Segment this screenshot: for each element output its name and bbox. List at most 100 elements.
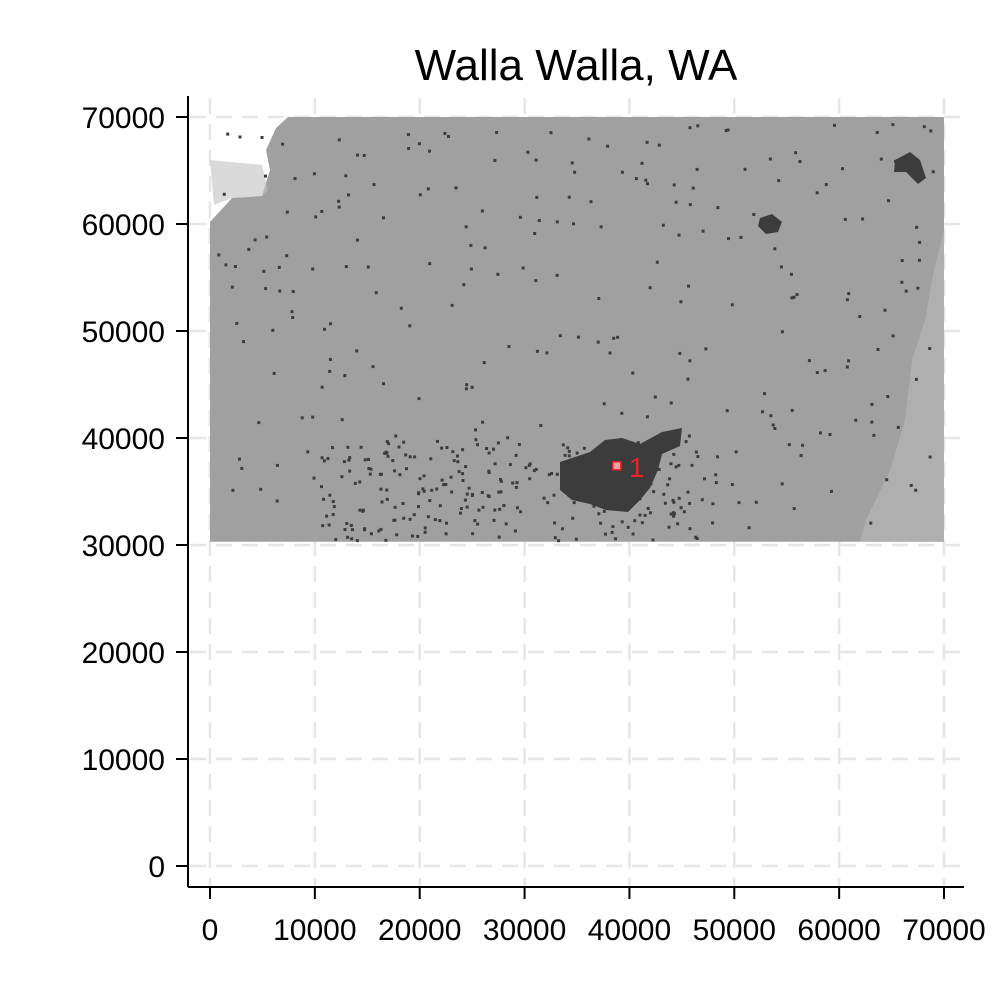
developed-pixel	[870, 420, 874, 424]
developed-pixel	[549, 131, 553, 135]
developed-pixel	[602, 402, 606, 406]
developed-pixel	[402, 440, 406, 444]
developed-pixel	[597, 512, 601, 516]
y-tick-label: 60000	[82, 209, 165, 242]
developed-pixel	[573, 170, 577, 174]
developed-pixel	[763, 392, 766, 396]
developed-pixel	[679, 300, 683, 304]
developed-pixel	[348, 456, 352, 460]
developed-pixel	[622, 485, 626, 489]
developed-pixel	[487, 471, 491, 475]
y-tick-label: 40000	[82, 423, 165, 456]
developed-pixel	[380, 500, 384, 504]
developed-pixel	[326, 457, 330, 461]
y-tick-label: 0	[148, 851, 165, 884]
developed-pixel	[384, 538, 388, 542]
developed-pixel	[648, 286, 652, 290]
developed-pixel	[601, 493, 605, 497]
developed-pixel	[875, 130, 879, 134]
developed-pixel	[672, 511, 675, 515]
developed-pixel	[576, 335, 580, 339]
developed-pixel	[688, 359, 692, 363]
developed-pixel	[669, 462, 673, 466]
developed-pixel	[861, 217, 865, 221]
developed-pixel	[426, 515, 430, 519]
developed-pixel	[379, 527, 383, 531]
developed-pixel	[291, 316, 295, 319]
developed-pixel	[418, 477, 422, 481]
developed-pixel	[790, 272, 793, 276]
developed-pixel	[277, 265, 281, 269]
developed-pixel	[320, 210, 324, 213]
developed-pixel	[645, 415, 649, 419]
developed-pixel	[694, 450, 698, 454]
developed-pixel	[385, 440, 389, 444]
developed-pixel	[355, 349, 359, 353]
developed-pixel	[463, 498, 467, 502]
developed-pixel	[217, 253, 221, 257]
developed-pixel	[815, 191, 819, 195]
developed-pixel	[730, 483, 734, 486]
developed-pixel	[281, 142, 285, 146]
developed-pixel	[570, 161, 574, 165]
developed-pixel	[443, 131, 447, 135]
developed-pixel	[348, 469, 352, 473]
developed-pixel	[646, 506, 650, 510]
developed-pixel	[539, 424, 543, 427]
developed-pixel	[649, 511, 652, 515]
developed-pixel	[546, 501, 550, 505]
developed-pixel	[314, 215, 318, 219]
developed-pixel	[597, 297, 601, 300]
developed-pixel	[557, 539, 561, 543]
developed-pixel	[328, 493, 332, 497]
developed-pixel	[567, 494, 571, 498]
developed-pixel	[473, 519, 477, 523]
developed-pixel	[725, 409, 729, 413]
developed-pixel	[794, 151, 798, 155]
developed-pixel	[293, 177, 297, 181]
developed-pixel	[511, 481, 515, 485]
developed-pixel	[676, 522, 680, 526]
developed-pixel	[830, 489, 833, 493]
developed-pixel	[408, 455, 412, 459]
developed-pixel	[587, 475, 591, 479]
developed-pixel	[711, 521, 714, 525]
developed-pixel	[787, 443, 791, 447]
developed-pixel	[321, 524, 325, 528]
developed-pixel	[572, 222, 575, 226]
developed-pixel	[467, 486, 471, 490]
developed-pixel	[247, 247, 251, 251]
developed-pixel	[231, 488, 235, 492]
developed-pixel	[521, 266, 525, 270]
developed-pixel	[566, 483, 570, 487]
developed-pixel	[418, 193, 422, 197]
developed-pixel	[603, 471, 607, 475]
developed-pixel	[823, 369, 827, 373]
developed-pixel	[417, 142, 421, 146]
developed-pixel	[691, 186, 695, 190]
developed-pixel	[616, 470, 619, 474]
developed-pixel	[417, 491, 421, 495]
developed-pixel	[672, 183, 676, 187]
developed-pixel	[461, 479, 465, 482]
developed-pixel	[575, 451, 579, 455]
developed-pixel	[346, 535, 350, 539]
developed-pixel	[385, 488, 389, 492]
developed-pixel	[259, 487, 263, 491]
developed-pixel	[459, 507, 463, 510]
developed-pixel	[262, 269, 266, 273]
developed-pixel	[387, 442, 391, 446]
developed-pixel	[235, 321, 239, 325]
developed-pixel	[331, 513, 335, 516]
developed-pixel	[644, 178, 648, 182]
developed-pixel	[870, 402, 874, 406]
developed-pixel	[651, 538, 655, 542]
developed-pixel	[285, 254, 289, 258]
developed-pixel	[526, 150, 530, 154]
developed-pixel	[677, 233, 681, 237]
developed-pixel	[894, 159, 898, 163]
developed-pixel	[497, 490, 501, 494]
developed-pixel	[589, 490, 592, 494]
developed-pixel	[656, 449, 660, 453]
developed-pixel	[631, 371, 635, 375]
